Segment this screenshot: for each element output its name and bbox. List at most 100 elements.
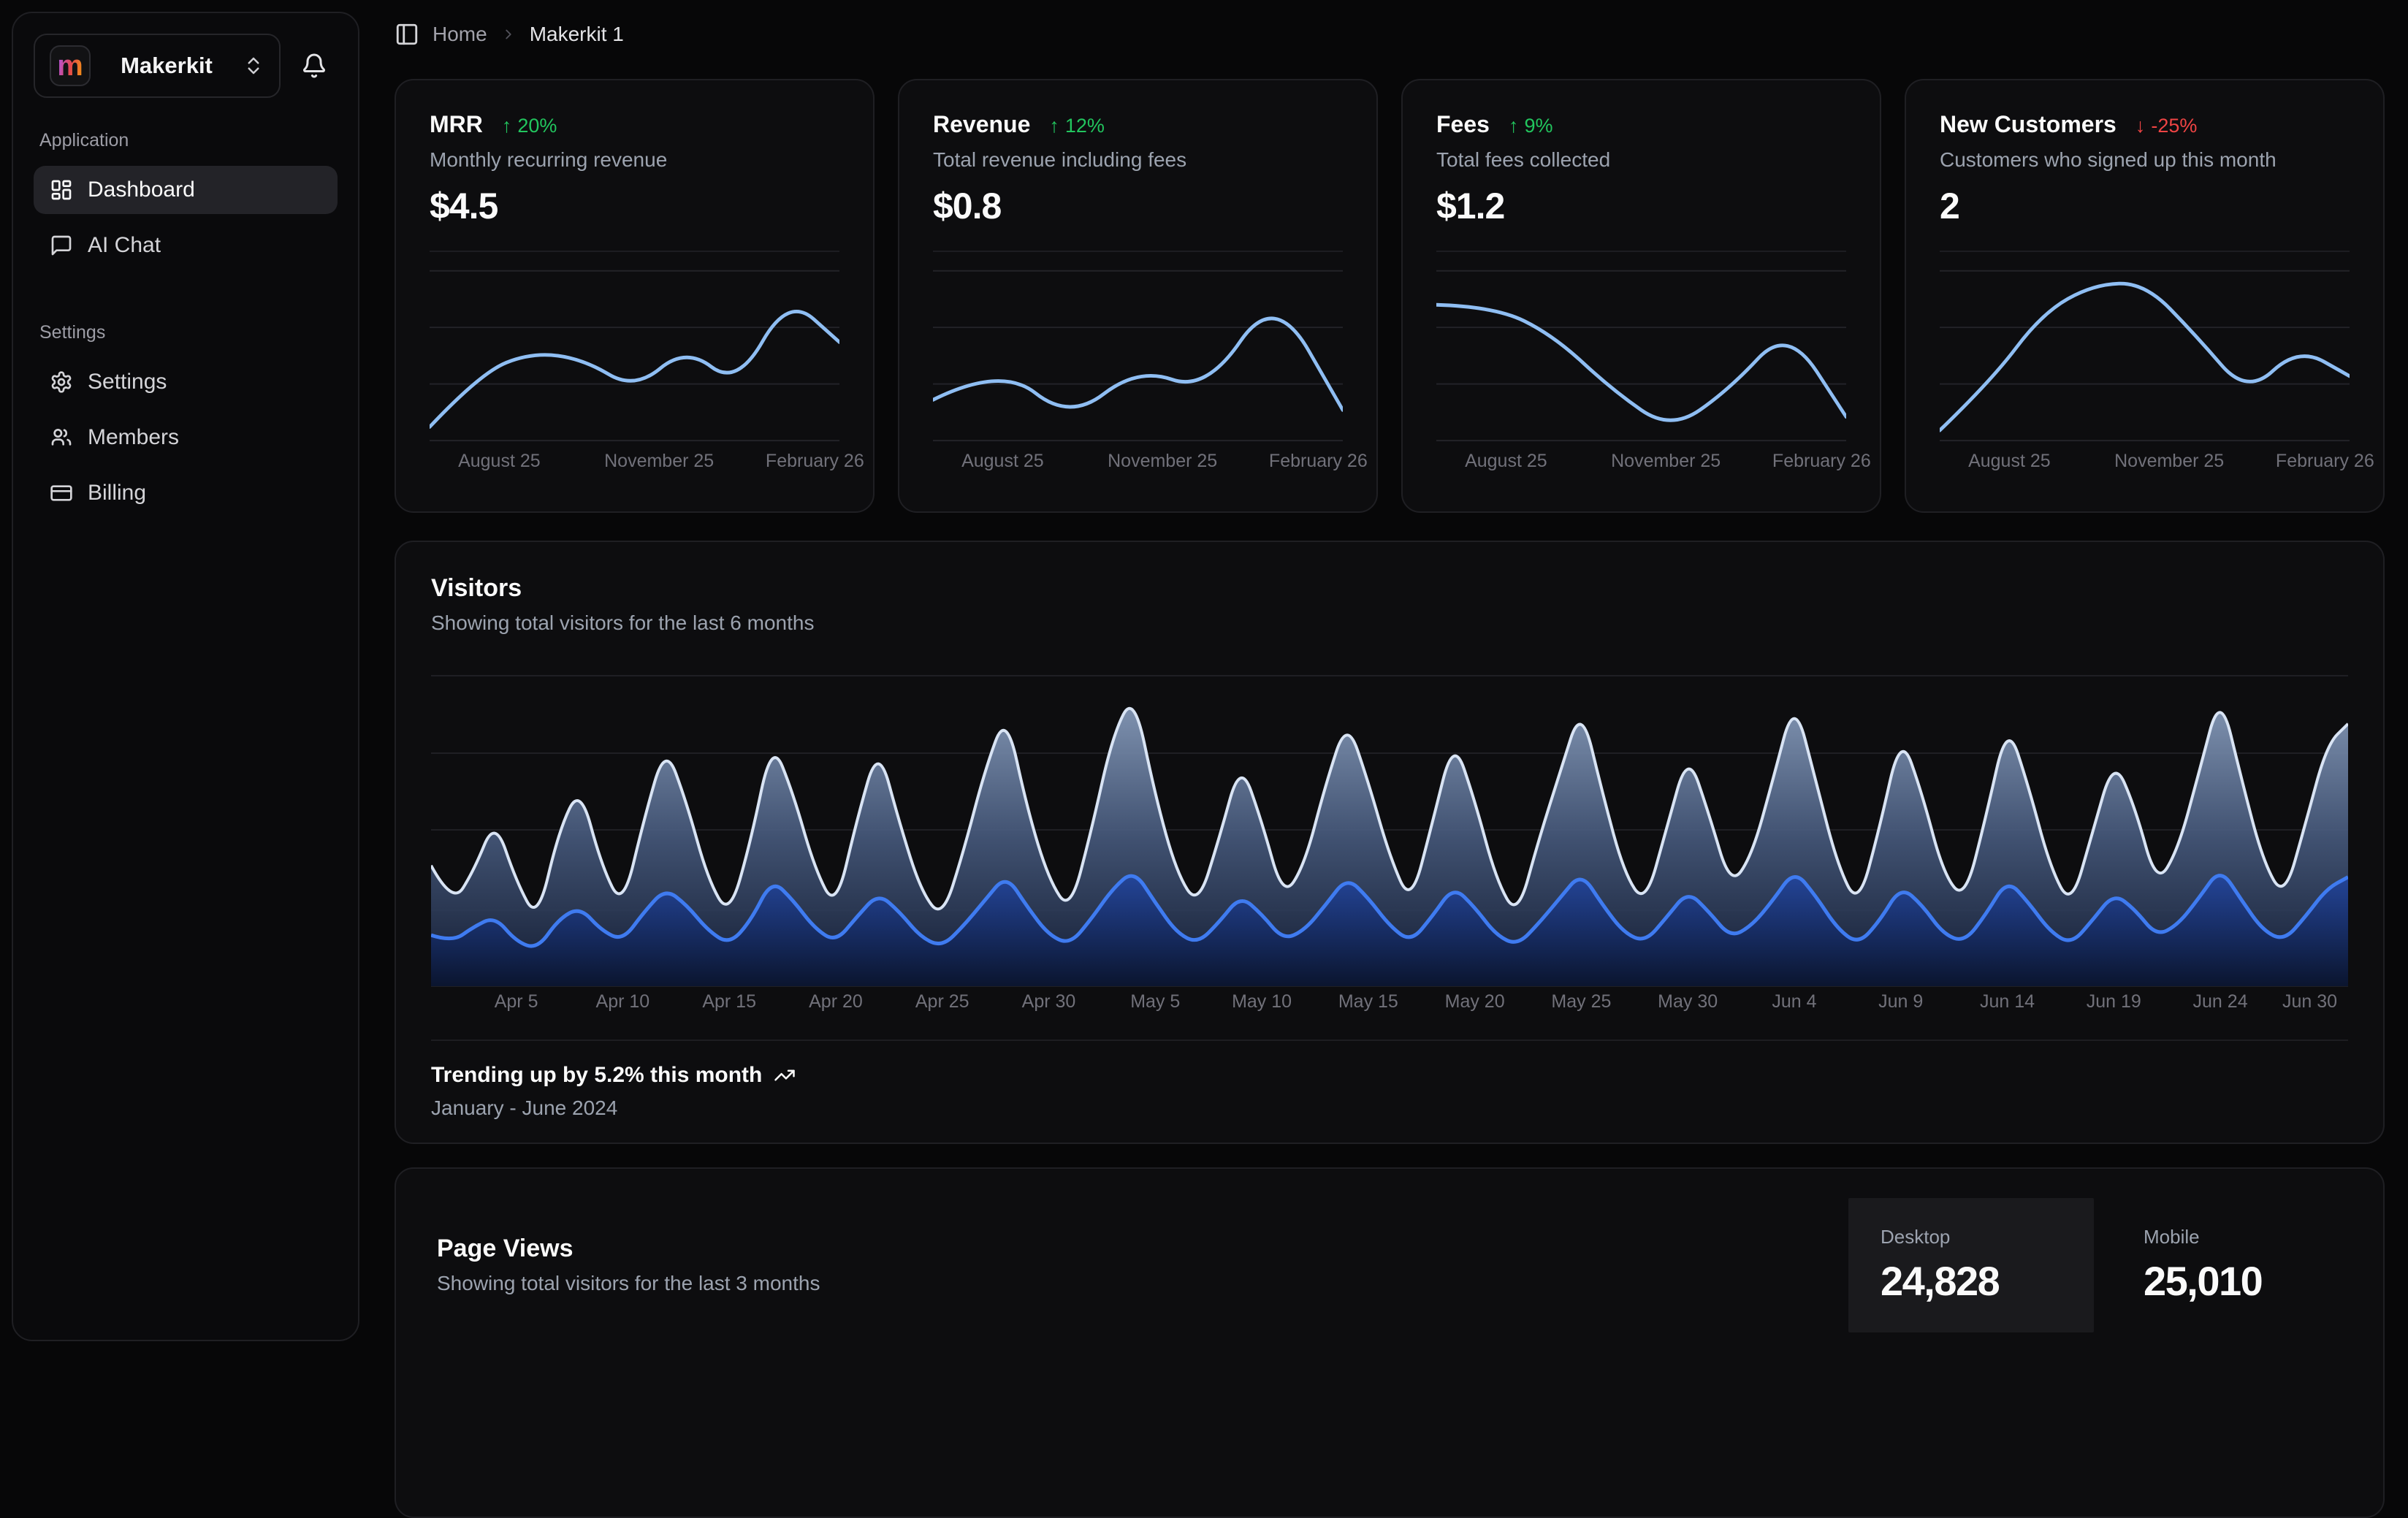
x-tick-label: Jun 14 <box>1980 991 2035 1012</box>
x-tick-label: Jun 19 <box>2087 991 2141 1012</box>
stat-delta-badge: ↑ 9% <box>1509 115 1553 137</box>
stat-value: 2 <box>1940 185 2350 227</box>
mobile-label: Mobile <box>2144 1226 2325 1248</box>
sidebar: m Makerkit Application Dashboard AI Chat <box>12 12 359 1341</box>
stat-value: $0.8 <box>933 185 1343 227</box>
x-tick-label: August 25 <box>1968 451 2051 472</box>
chat-icon <box>50 234 73 257</box>
users-icon <box>50 426 73 449</box>
stat-title: Fees <box>1436 111 1490 138</box>
visitors-title: Visitors <box>431 574 2348 603</box>
sidebar-section-settings: Settings <box>39 322 338 343</box>
stat-cards-row: MRR ↑ 20% Monthly recurring revenue $4.5… <box>395 79 2385 513</box>
x-tick-label: Apr 30 <box>1022 991 1076 1012</box>
visitors-area-chart <box>431 657 2348 987</box>
stat-title: Revenue <box>933 111 1030 138</box>
stat-delta-value: -25% <box>2151 115 2197 137</box>
stat-value: $4.5 <box>430 185 839 227</box>
revenue-sparkline-chart <box>933 261 1343 448</box>
notifications-button[interactable] <box>291 34 338 98</box>
stat-delta-badge: ↓ -25% <box>2135 115 2198 137</box>
x-tick-label: Jun 9 <box>1878 991 1923 1012</box>
desktop-label: Desktop <box>1881 1226 2062 1248</box>
breadcrumb: Home Makerkit 1 <box>395 22 624 47</box>
sidebar-item-billing[interactable]: Billing <box>34 469 338 517</box>
x-tick-label: February 26 <box>1772 451 1871 472</box>
stat-delta-value: 9% <box>1524 115 1552 137</box>
x-tick-label: May 10 <box>1232 991 1292 1012</box>
x-tick-label: Jun 24 <box>2193 991 2248 1012</box>
x-tick-label: Apr 5 <box>495 991 538 1012</box>
sidebar-nav-application: Dashboard AI Chat <box>34 166 338 270</box>
sidebar-item-label: Billing <box>88 481 146 506</box>
sparkline-x-axis: August 25 November 25 February 26 <box>1436 451 1846 480</box>
card-divider <box>933 251 1343 252</box>
stat-description: Monthly recurring revenue <box>430 148 839 172</box>
page-views-subtitle: Showing total visitors for the last 3 mo… <box>437 1272 820 1295</box>
visitors-date-range: January - June 2024 <box>431 1096 2348 1120</box>
sparkline-x-axis: August 25 November 25 February 26 <box>933 451 1343 480</box>
sidebar-item-members[interactable]: Members <box>34 413 338 462</box>
x-tick-label: Apr 20 <box>809 991 863 1012</box>
sidebar-item-settings[interactable]: Settings <box>34 358 338 406</box>
x-tick-label: August 25 <box>458 451 541 472</box>
desktop-toggle-button[interactable]: Desktop 24,828 <box>1848 1198 2094 1332</box>
stat-description: Total fees collected <box>1436 148 1846 172</box>
stat-title: New Customers <box>1940 111 2116 138</box>
stat-card-new-customers: New Customers ↓ -25% Customers who signe… <box>1905 79 2385 513</box>
card-divider <box>1436 251 1846 252</box>
x-tick-label: May 25 <box>1551 991 1611 1012</box>
new-customers-sparkline-chart <box>1940 261 2350 448</box>
x-tick-label: February 26 <box>1269 451 1368 472</box>
x-tick-label: February 26 <box>766 451 864 472</box>
workspace-selector[interactable]: m Makerkit <box>34 34 281 98</box>
arrow-up-icon: ↑ <box>502 115 512 137</box>
arrow-up-icon: ↑ <box>1509 115 1519 137</box>
arrow-up-icon: ↑ <box>1049 115 1059 137</box>
chevron-right-icon <box>500 26 517 42</box>
workspace-row: m Makerkit <box>34 34 338 98</box>
sparkline-x-axis: August 25 November 25 February 26 <box>430 451 839 480</box>
page-views-card: Page Views Showing total visitors for th… <box>395 1167 2385 1518</box>
x-tick-label: November 25 <box>1611 451 1721 472</box>
trending-up-icon <box>774 1064 796 1086</box>
breadcrumb-current: Makerkit 1 <box>530 23 624 46</box>
x-tick-label: Apr 25 <box>915 991 969 1012</box>
page-views-toggles: Desktop 24,828 Mobile 25,010 <box>1848 1198 2357 1332</box>
sidebar-item-label: AI Chat <box>88 233 161 258</box>
x-tick-label: November 25 <box>2114 451 2224 472</box>
panel-left-icon <box>395 22 419 47</box>
sidebar-item-label: Dashboard <box>88 178 195 202</box>
stat-card-mrr: MRR ↑ 20% Monthly recurring revenue $4.5… <box>395 79 875 513</box>
sidebar-nav-settings: Settings Members Billing <box>34 358 338 517</box>
workspace-name: Makerkit <box>104 53 229 79</box>
breadcrumb-home-link[interactable]: Home <box>433 23 487 46</box>
card-divider <box>430 251 839 252</box>
desktop-value: 24,828 <box>1881 1257 2062 1305</box>
stat-delta-value: 20% <box>517 115 557 137</box>
x-tick-label: Apr 15 <box>702 991 756 1012</box>
page-views-title: Page Views <box>437 1235 820 1263</box>
bell-icon <box>301 53 327 79</box>
sidebar-toggle-button[interactable] <box>395 22 419 47</box>
x-tick-label: February 26 <box>2276 451 2374 472</box>
main-content: Home Makerkit 1 MRR ↑ 20% Monthly recurr… <box>371 0 2408 1353</box>
stat-title: MRR <box>430 111 483 138</box>
stat-value: $1.2 <box>1436 185 1846 227</box>
dashboard-icon <box>50 178 73 202</box>
stat-delta-badge: ↑ 20% <box>502 115 557 137</box>
x-tick-label: Jun 30 <box>2282 991 2337 1012</box>
sidebar-item-ai-chat[interactable]: AI Chat <box>34 221 338 270</box>
mobile-toggle-button[interactable]: Mobile 25,010 <box>2111 1198 2357 1332</box>
sidebar-section-application: Application <box>39 130 338 151</box>
x-tick-label: Jun 4 <box>1772 991 1816 1012</box>
x-tick-label: Apr 10 <box>596 991 650 1012</box>
sidebar-item-dashboard[interactable]: Dashboard <box>34 166 338 214</box>
stat-delta-value: 12% <box>1065 115 1105 137</box>
sparkline-x-axis: August 25 November 25 February 26 <box>1940 451 2350 480</box>
mrr-sparkline-chart <box>430 261 839 448</box>
stat-card-fees: Fees ↑ 9% Total fees collected $1.2 Augu… <box>1401 79 1881 513</box>
x-tick-label: May 30 <box>1658 991 1718 1012</box>
stat-card-revenue: Revenue ↑ 12% Total revenue including fe… <box>898 79 1378 513</box>
x-tick-label: August 25 <box>1465 451 1547 472</box>
